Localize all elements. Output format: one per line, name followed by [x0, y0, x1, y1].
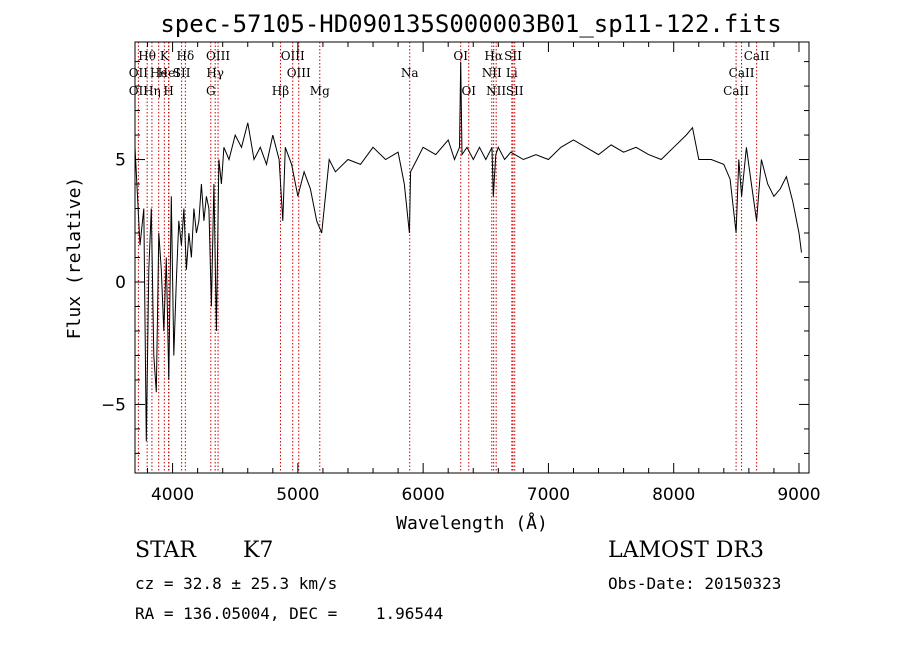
y-tick-label: 5 — [115, 151, 126, 171]
spectral-line-label: Mg — [310, 84, 330, 98]
y-axis-label: Flux (relative) — [64, 177, 85, 340]
spectral-line-label: OII — [129, 66, 149, 80]
spectral-line-label: Hη — [143, 84, 161, 98]
spectral-line-label: H — [163, 84, 173, 98]
spectral-line-label: CaII — [729, 66, 755, 80]
spectral-line-label: SII — [506, 84, 524, 98]
spectral-line-label: CaII — [744, 49, 770, 63]
spectral-line-label: K — [160, 49, 170, 63]
x-axis-label: Wavelength (Å) — [396, 512, 548, 534]
x-tick-label: 5000 — [276, 485, 319, 505]
spectral-line-label: Na — [401, 66, 419, 80]
y-tick-label: 0 — [115, 273, 126, 293]
object-subclass: K7 — [243, 538, 274, 563]
x-tick-label: 7000 — [527, 485, 570, 505]
spectral-line-label: OII — [129, 84, 149, 98]
spectral-line-label: OIII — [281, 49, 305, 63]
spectral-line-label: SII — [504, 49, 522, 63]
y-tick-label: −5 — [101, 395, 126, 415]
spectral-line-label: CaII — [723, 84, 749, 98]
x-tick-label: 9000 — [777, 485, 820, 505]
ra-dec-coordinates: RA = 136.05004, DEC = 1.96544 — [135, 604, 444, 623]
spectral-line-label: Hβ — [272, 84, 289, 98]
survey-name: LAMOST DR3 — [608, 538, 764, 563]
chart-title: spec-57105-HD090135S000003B01_sp11-122.f… — [160, 10, 781, 38]
spectral-line-label: Hα — [484, 49, 503, 63]
spectral-line-label: OIII — [287, 66, 311, 80]
spectral-line-label: NII — [482, 66, 502, 80]
spectral-line-label: OI — [453, 49, 468, 63]
spectral-line-label: HeI — [158, 66, 181, 80]
x-tick-label: 6000 — [402, 485, 445, 505]
x-axis: 4000 5000 6000 7000 8000 9000 — [147, 42, 821, 505]
spectral-line-label: Li — [506, 66, 518, 80]
spectral-line-label: NII — [486, 84, 506, 98]
x-tick-label: 8000 — [652, 485, 695, 505]
observation-date: Obs-Date: 20150323 — [608, 574, 782, 593]
spectral-line-markers — [137, 42, 758, 473]
spectral-line-label: SII — [173, 66, 191, 80]
redshift-velocity: cz = 32.8 ± 25.3 km/s — [135, 574, 338, 593]
spectral-line-label: OI — [461, 84, 476, 98]
spectral-line-label: Hδ — [177, 49, 195, 63]
x-tick-label: 4000 — [151, 485, 194, 505]
plot-frame — [134, 41, 810, 474]
spectral-line-label: Hγ — [206, 66, 224, 80]
spectral-line-label: OIII — [206, 49, 230, 63]
spectral-line-label: G — [206, 84, 216, 98]
spectral-line-label: He — [150, 66, 168, 80]
spectrum-series-line — [134, 61, 802, 442]
object-class: STAR — [135, 538, 196, 563]
spectral-line-label: Hθ — [138, 49, 156, 63]
y-axis: −5 0 5 — [101, 61, 809, 454]
